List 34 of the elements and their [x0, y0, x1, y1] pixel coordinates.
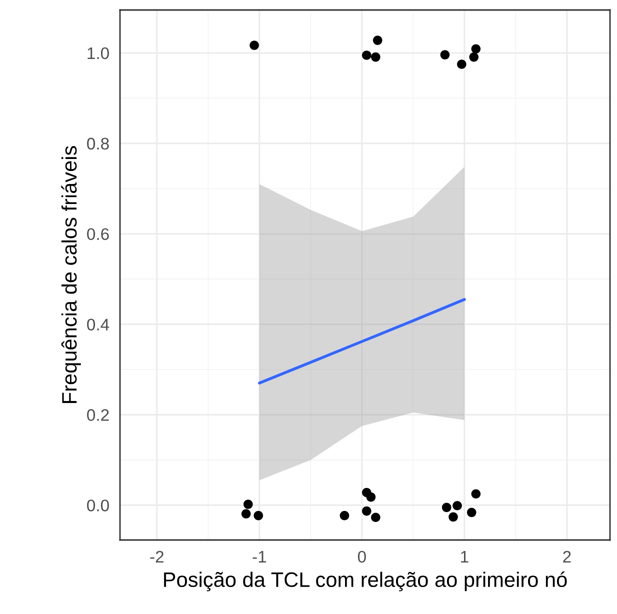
x-axis-title: Posição da TCL com relação ao primeiro nó	[164, 572, 567, 592]
x-tick-label: -1	[252, 551, 266, 562]
point	[372, 36, 382, 45]
x-tick-label: 0	[358, 550, 366, 563]
x-tick-label: 1	[461, 551, 468, 562]
point	[340, 510, 350, 520]
y-tick-label: 0.0	[87, 500, 109, 512]
point	[471, 44, 481, 54]
y-tick-label: 0.8	[87, 138, 109, 150]
point	[371, 512, 380, 522]
point	[250, 40, 259, 50]
y-tick-label: 0.4	[87, 318, 110, 330]
x-tick-label: 2	[563, 550, 571, 562]
y-tick-label: 1.0	[88, 47, 109, 60]
point	[452, 500, 462, 510]
point	[254, 510, 264, 520]
point	[362, 50, 372, 60]
point	[440, 50, 450, 60]
line-series	[258, 298, 466, 384]
point	[471, 489, 481, 499]
point	[469, 52, 479, 62]
point	[448, 512, 458, 522]
point	[366, 492, 376, 502]
point	[241, 509, 251, 518]
y-tick-label: 0.6	[87, 228, 109, 240]
point	[466, 508, 476, 518]
point	[457, 60, 466, 69]
point	[442, 502, 452, 512]
point	[243, 500, 253, 509]
y-tick-label: 0.2	[87, 409, 109, 421]
point	[362, 506, 372, 516]
point	[371, 52, 380, 62]
y-axis-title: Frequência de calos friáveis	[61, 146, 81, 403]
x-tick-label: -2	[150, 550, 164, 562]
